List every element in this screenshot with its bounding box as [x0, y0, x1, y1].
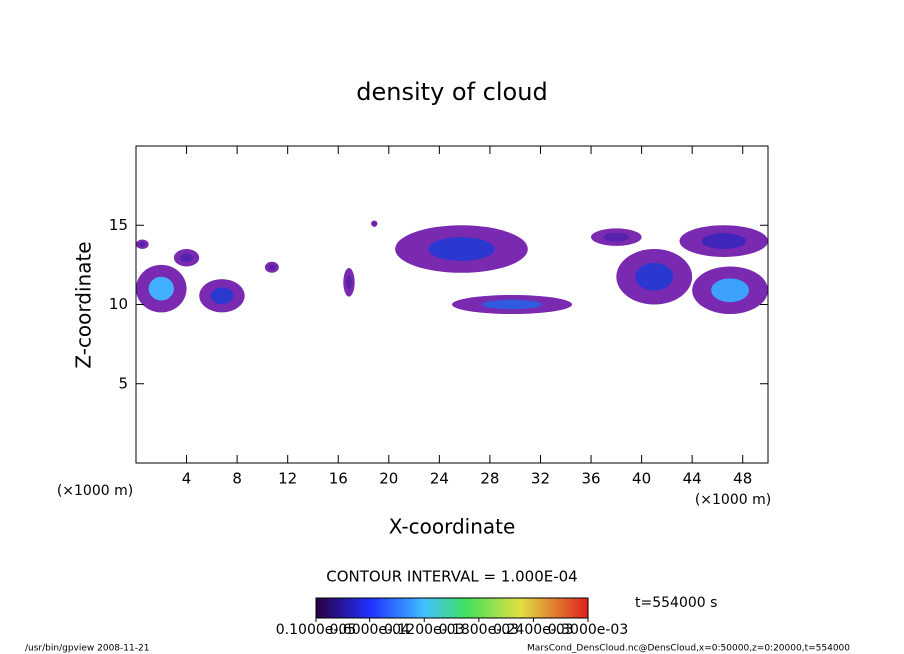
- cloud-core: [428, 237, 495, 261]
- cloud-core: [603, 232, 629, 242]
- colorbar-label: 0.6000e-04: [329, 622, 410, 638]
- colorbar: [315, 597, 589, 619]
- x-unit-label: (×1000 m): [695, 492, 771, 508]
- footer-right: MarsCond_DensCloud.nc@DensCloud,x=0:5000…: [527, 644, 850, 654]
- cloud-core: [210, 287, 234, 305]
- colorbar-label: 0.2400e-03: [493, 622, 573, 638]
- cloud-core: [372, 222, 376, 226]
- x-unit-label: (×1000 m): [57, 483, 133, 499]
- x-tick-label: 4: [182, 470, 192, 488]
- cloud-core: [139, 241, 146, 247]
- colorbar-label: 0.1000e-05: [276, 622, 356, 638]
- cloud-core: [268, 264, 276, 271]
- x-tick-label: 32: [531, 470, 550, 488]
- colorbar-label: 0.1800e-03: [439, 622, 519, 638]
- x-tick-label: 44: [683, 470, 702, 488]
- colorbar-label: 0.3000e-03: [548, 622, 628, 638]
- chart-title: density of cloud: [356, 78, 547, 106]
- x-tick-label: 20: [379, 470, 398, 488]
- x-tick-label: 36: [581, 470, 600, 488]
- y-axis-label: Z-coordinate: [72, 241, 96, 368]
- contour-interval: CONTOUR INTERVAL = 1.000E-04: [326, 568, 577, 586]
- cloud-core: [346, 275, 352, 290]
- x-tick-label: 12: [278, 470, 297, 488]
- x-tick-label: 28: [480, 470, 499, 488]
- cloud-core: [711, 278, 750, 303]
- x-tick-label: 16: [329, 470, 348, 488]
- y-tick-label: 15: [109, 216, 128, 234]
- y-tick-label: 10: [109, 295, 128, 313]
- x-axis-label: X-coordinate: [389, 515, 516, 539]
- x-tick-label: 24: [430, 470, 449, 488]
- cloud-core: [701, 233, 746, 250]
- time-label: t=554000 s: [635, 595, 717, 611]
- x-tick-label: 8: [232, 470, 242, 488]
- plot-area: [136, 220, 768, 315]
- x-tick-label: 48: [733, 470, 752, 488]
- cloud-core: [180, 253, 193, 263]
- cloud-core: [482, 299, 543, 310]
- cloud-core: [148, 276, 174, 301]
- cloud-core: [635, 262, 674, 291]
- colorbar-label: 0.1200e-03: [384, 622, 464, 638]
- x-tick-label: 40: [632, 470, 651, 488]
- y-tick-label: 5: [118, 374, 128, 392]
- footer-left: /usr/bin/gpview 2008-11-21: [25, 644, 149, 654]
